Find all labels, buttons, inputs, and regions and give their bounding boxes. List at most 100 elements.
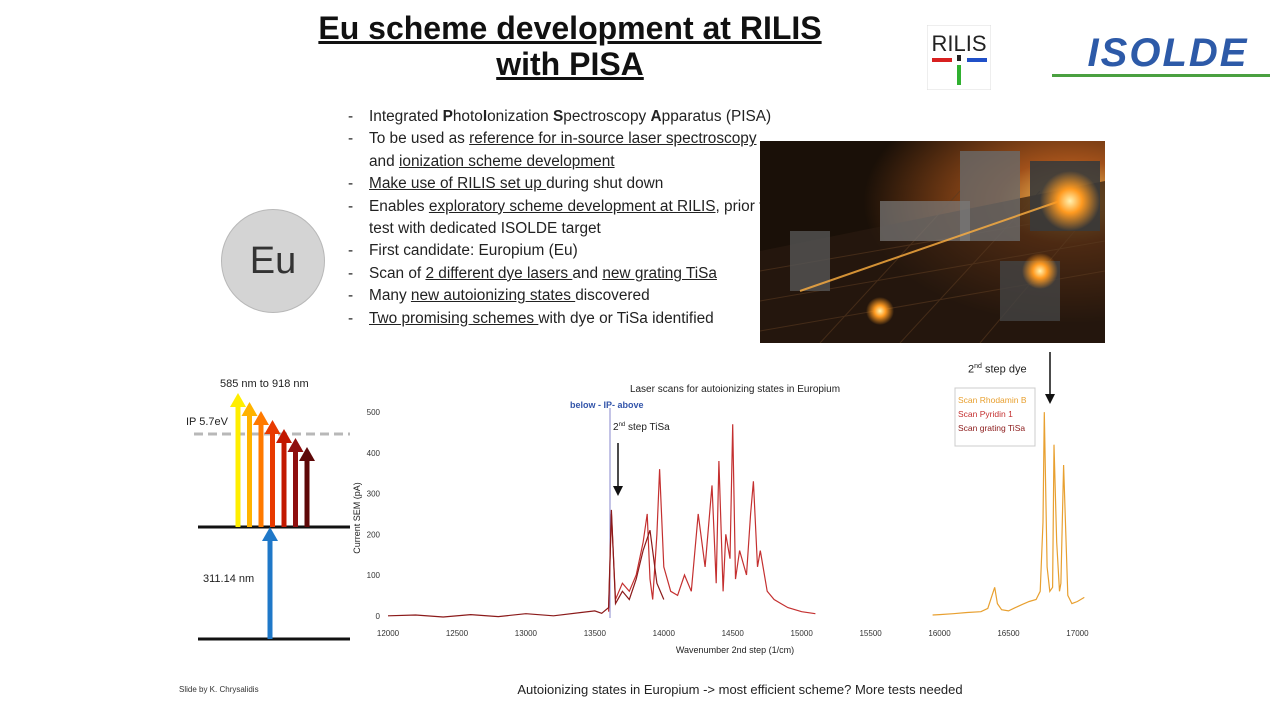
- bullet-text: discovered: [575, 287, 650, 305]
- first-step-label: 311.14 nm: [203, 573, 254, 585]
- tisa-step-text: step TiSa: [625, 422, 670, 433]
- x-tick-label: 15000: [791, 629, 814, 638]
- legend-entry: Scan grating TiSa: [958, 423, 1025, 433]
- tisa-step-arrowhead: [613, 486, 623, 496]
- bullet-text: reference for in-source laser spectrosco…: [469, 130, 757, 148]
- ip-note: below - IP- above: [570, 400, 644, 410]
- bullet-text: Scan of: [369, 264, 426, 282]
- series-line-3: [387, 509, 665, 618]
- slide-credit: Slide by K. Chrysalidis: [179, 685, 259, 694]
- bullet-text: , prior to test with dedicated ISOLDE ta…: [369, 197, 772, 238]
- slide-title-line-2: with PISA: [496, 46, 644, 82]
- x-tick-label: 15500: [859, 629, 882, 638]
- bullet-text: and: [572, 264, 603, 282]
- ip-label: IP 5.7eV: [186, 416, 229, 428]
- bullet-text: new grating TiSa: [602, 264, 717, 282]
- wavelength-range-label: 585 nm to 918 nm: [220, 378, 309, 390]
- slide-title: Eu scheme development at RILIS with PISA: [250, 10, 890, 82]
- x-tick-label: 17000: [1066, 629, 1089, 638]
- chart-title: Laser scans for autoionizing states in E…: [630, 384, 840, 395]
- bullet-item: First candidate: Europium (Eu): [344, 240, 774, 263]
- bullet-text: pectroscopy: [563, 108, 651, 125]
- x-tick-label: 12500: [446, 629, 469, 638]
- series-line-1: [932, 412, 1085, 616]
- bullet-item: Two promising schemes with dye or TiSa i…: [344, 308, 774, 331]
- x-axis-label: Wavenumber 2nd step (1/cm): [676, 645, 794, 655]
- y-tick-label: 100: [367, 571, 381, 580]
- x-tick-label: 12000: [377, 629, 400, 638]
- y-tick-label: 200: [367, 530, 381, 539]
- tisa-step-sup: nd: [619, 422, 626, 428]
- x-tick-label: 14500: [722, 629, 745, 638]
- series-line-2: [608, 424, 816, 615]
- isolde-logo: ISOLDE: [1050, 31, 1272, 80]
- rilis-logo-text: RILIS: [931, 31, 986, 56]
- bullet-text: hoto: [452, 108, 483, 125]
- legend-entry: Scan Pyridin 1: [958, 409, 1013, 419]
- bullet-text: I: [482, 108, 488, 125]
- tisa-step-num: 2: [613, 422, 619, 433]
- second-step-arrow: [253, 411, 269, 527]
- element-circle: Eu: [221, 209, 325, 313]
- second-step-arrow: [299, 447, 315, 527]
- dye-step-annotation: 2nd step dye: [968, 363, 1027, 376]
- y-tick-label: 300: [367, 490, 381, 499]
- rilis-logo: RILIS: [926, 24, 992, 91]
- excitation-scheme: 585 nm to 918 nm IP 5.7eV 311.14 nm: [180, 370, 355, 655]
- bullet-text: onization: [487, 108, 553, 125]
- second-step-arrow: [276, 429, 292, 527]
- x-tick-label: 13000: [515, 629, 538, 638]
- x-tick-label: 16000: [928, 629, 951, 638]
- bullet-text: Many: [369, 287, 411, 305]
- legend-entry: Scan Rhodamin B: [958, 395, 1027, 405]
- bullet-text: and: [369, 152, 399, 170]
- chart-svg: Laser scans for autoionizing states in E…: [352, 384, 1089, 655]
- x-tick-label: 13500: [584, 629, 607, 638]
- y-tick-label: 500: [367, 408, 381, 417]
- dye-step-num: 2: [968, 363, 975, 376]
- bullet-text: S: [553, 108, 564, 125]
- second-step-arrow: [287, 438, 304, 527]
- lab-photo: [760, 141, 1105, 343]
- dye-step-arrow: [1045, 352, 1055, 404]
- bullet-text: Enables: [369, 197, 429, 215]
- dye-step-text: step dye: [981, 363, 1027, 376]
- bullet-item: Many new autoionizing states discovered: [344, 285, 774, 308]
- bullet-text: A: [650, 108, 662, 125]
- bullet-item: Enables exploratory scheme development a…: [344, 196, 774, 241]
- bullet-text: exploratory scheme development at RILIS: [428, 197, 716, 215]
- bullet-text: Integrated: [369, 108, 443, 125]
- bullet-item: Integrated PhotoIonization Spectroscopy …: [344, 106, 774, 129]
- bullet-text: 2 different dye lasers: [425, 264, 573, 282]
- isolde-logo-text: ISOLDE: [1088, 32, 1249, 75]
- bullet-item: Scan of 2 different dye lasers and new g…: [344, 263, 774, 286]
- x-tick-label: 14000: [653, 629, 676, 638]
- laser-scan-chart: Laser scans for autoionizing states in E…: [350, 378, 1115, 665]
- y-tick-label: 400: [367, 449, 381, 458]
- second-step-arrow: [230, 393, 246, 527]
- first-step-arrow: [262, 527, 278, 639]
- bullet-text: Make use of RILIS set up: [369, 175, 547, 193]
- y-tick-label: 0: [376, 612, 381, 621]
- bullet-text: during shut down: [546, 175, 664, 193]
- bullet-text: First candidate: Europium (Eu): [369, 242, 578, 260]
- bullet-text: To be used as: [369, 130, 470, 148]
- element-symbol: Eu: [249, 239, 297, 282]
- slide-title-line-1: Eu scheme development at RILIS: [318, 10, 822, 46]
- dye-step-sup: nd: [974, 363, 982, 370]
- bullet-item: Make use of RILIS set up during shut dow…: [344, 173, 774, 196]
- chart-legend: [954, 387, 1036, 447]
- footer-note: Autoionizing states in Europium -> most …: [517, 682, 963, 697]
- bullet-item: To be used as reference for in-source la…: [344, 128, 774, 173]
- second-step-arrow: [241, 402, 258, 527]
- bullet-text: P: [442, 108, 453, 125]
- y-axis-label: Current SEM (pA): [352, 482, 362, 554]
- second-step-arrow: [264, 420, 281, 527]
- x-tick-label: 16500: [997, 629, 1020, 638]
- tisa-step-annotation: 2nd step TiSa: [613, 422, 670, 433]
- bullet-list: Integrated PhotoIonization Spectroscopy …: [344, 106, 774, 330]
- bullet-text: ionization scheme development: [398, 152, 615, 170]
- bullet-text: new autoionizing states: [410, 287, 576, 305]
- bullet-text: Two promising schemes: [369, 309, 539, 327]
- bullet-text: with dye or TiSa identified: [538, 309, 714, 327]
